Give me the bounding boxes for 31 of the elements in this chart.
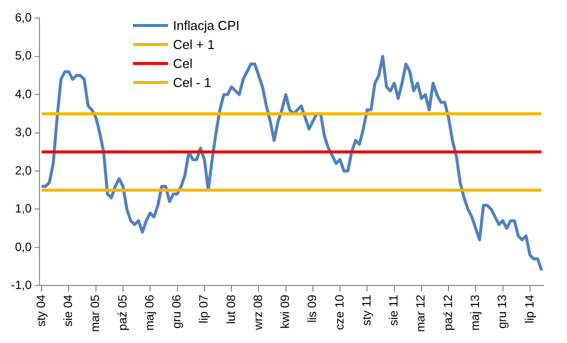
y-tick-label: 3,0 <box>14 125 32 140</box>
x-tick-label: mar 12 <box>414 294 428 332</box>
y-tick-label: 5,0 <box>14 48 32 63</box>
y-tick-label: 6,0 <box>14 10 32 25</box>
x-tick-label: lip 14 <box>522 294 536 324</box>
x-tick-label: sie 11 <box>386 294 401 326</box>
x-tick-label: gru 06 <box>170 294 184 329</box>
x-tick-label: gru 13 <box>495 294 510 329</box>
x-tick-label: maj 13 <box>468 294 482 331</box>
y-tick-label: 1,0 <box>14 202 32 216</box>
x-tick-label: paź 05 <box>115 294 130 331</box>
x-tick-label: mar 05 <box>88 294 102 332</box>
x-tick-label: kwi 09 <box>278 294 292 329</box>
y-tick-label: 4,0 <box>14 86 32 101</box>
legend-label: Cel + 1 <box>173 37 215 52</box>
x-tick-label: lip 07 <box>196 294 211 324</box>
x-tick-label: cze 10 <box>332 294 346 330</box>
y-tick-label: -1,0 <box>10 278 32 292</box>
x-tick-label: maj 06 <box>142 294 156 331</box>
x-tick-label: sie 04 <box>61 294 76 327</box>
y-tick-label: 2,0 <box>14 163 32 178</box>
legend-label: Inflacja CPI <box>173 18 240 33</box>
y-tick-label: 0,0 <box>14 240 32 254</box>
x-tick-label: wrz 08 <box>250 294 265 331</box>
x-tick-label: paź 12 <box>440 294 455 331</box>
legend-label: Cel <box>173 56 193 71</box>
legend-label: Cel - 1 <box>173 75 212 90</box>
x-tick-label: sty 04 <box>34 294 48 327</box>
x-tick-label: lut 08 <box>224 294 238 324</box>
x-tick-label: lis 09 <box>305 294 320 323</box>
x-tick-label: sty 11 <box>359 294 374 326</box>
